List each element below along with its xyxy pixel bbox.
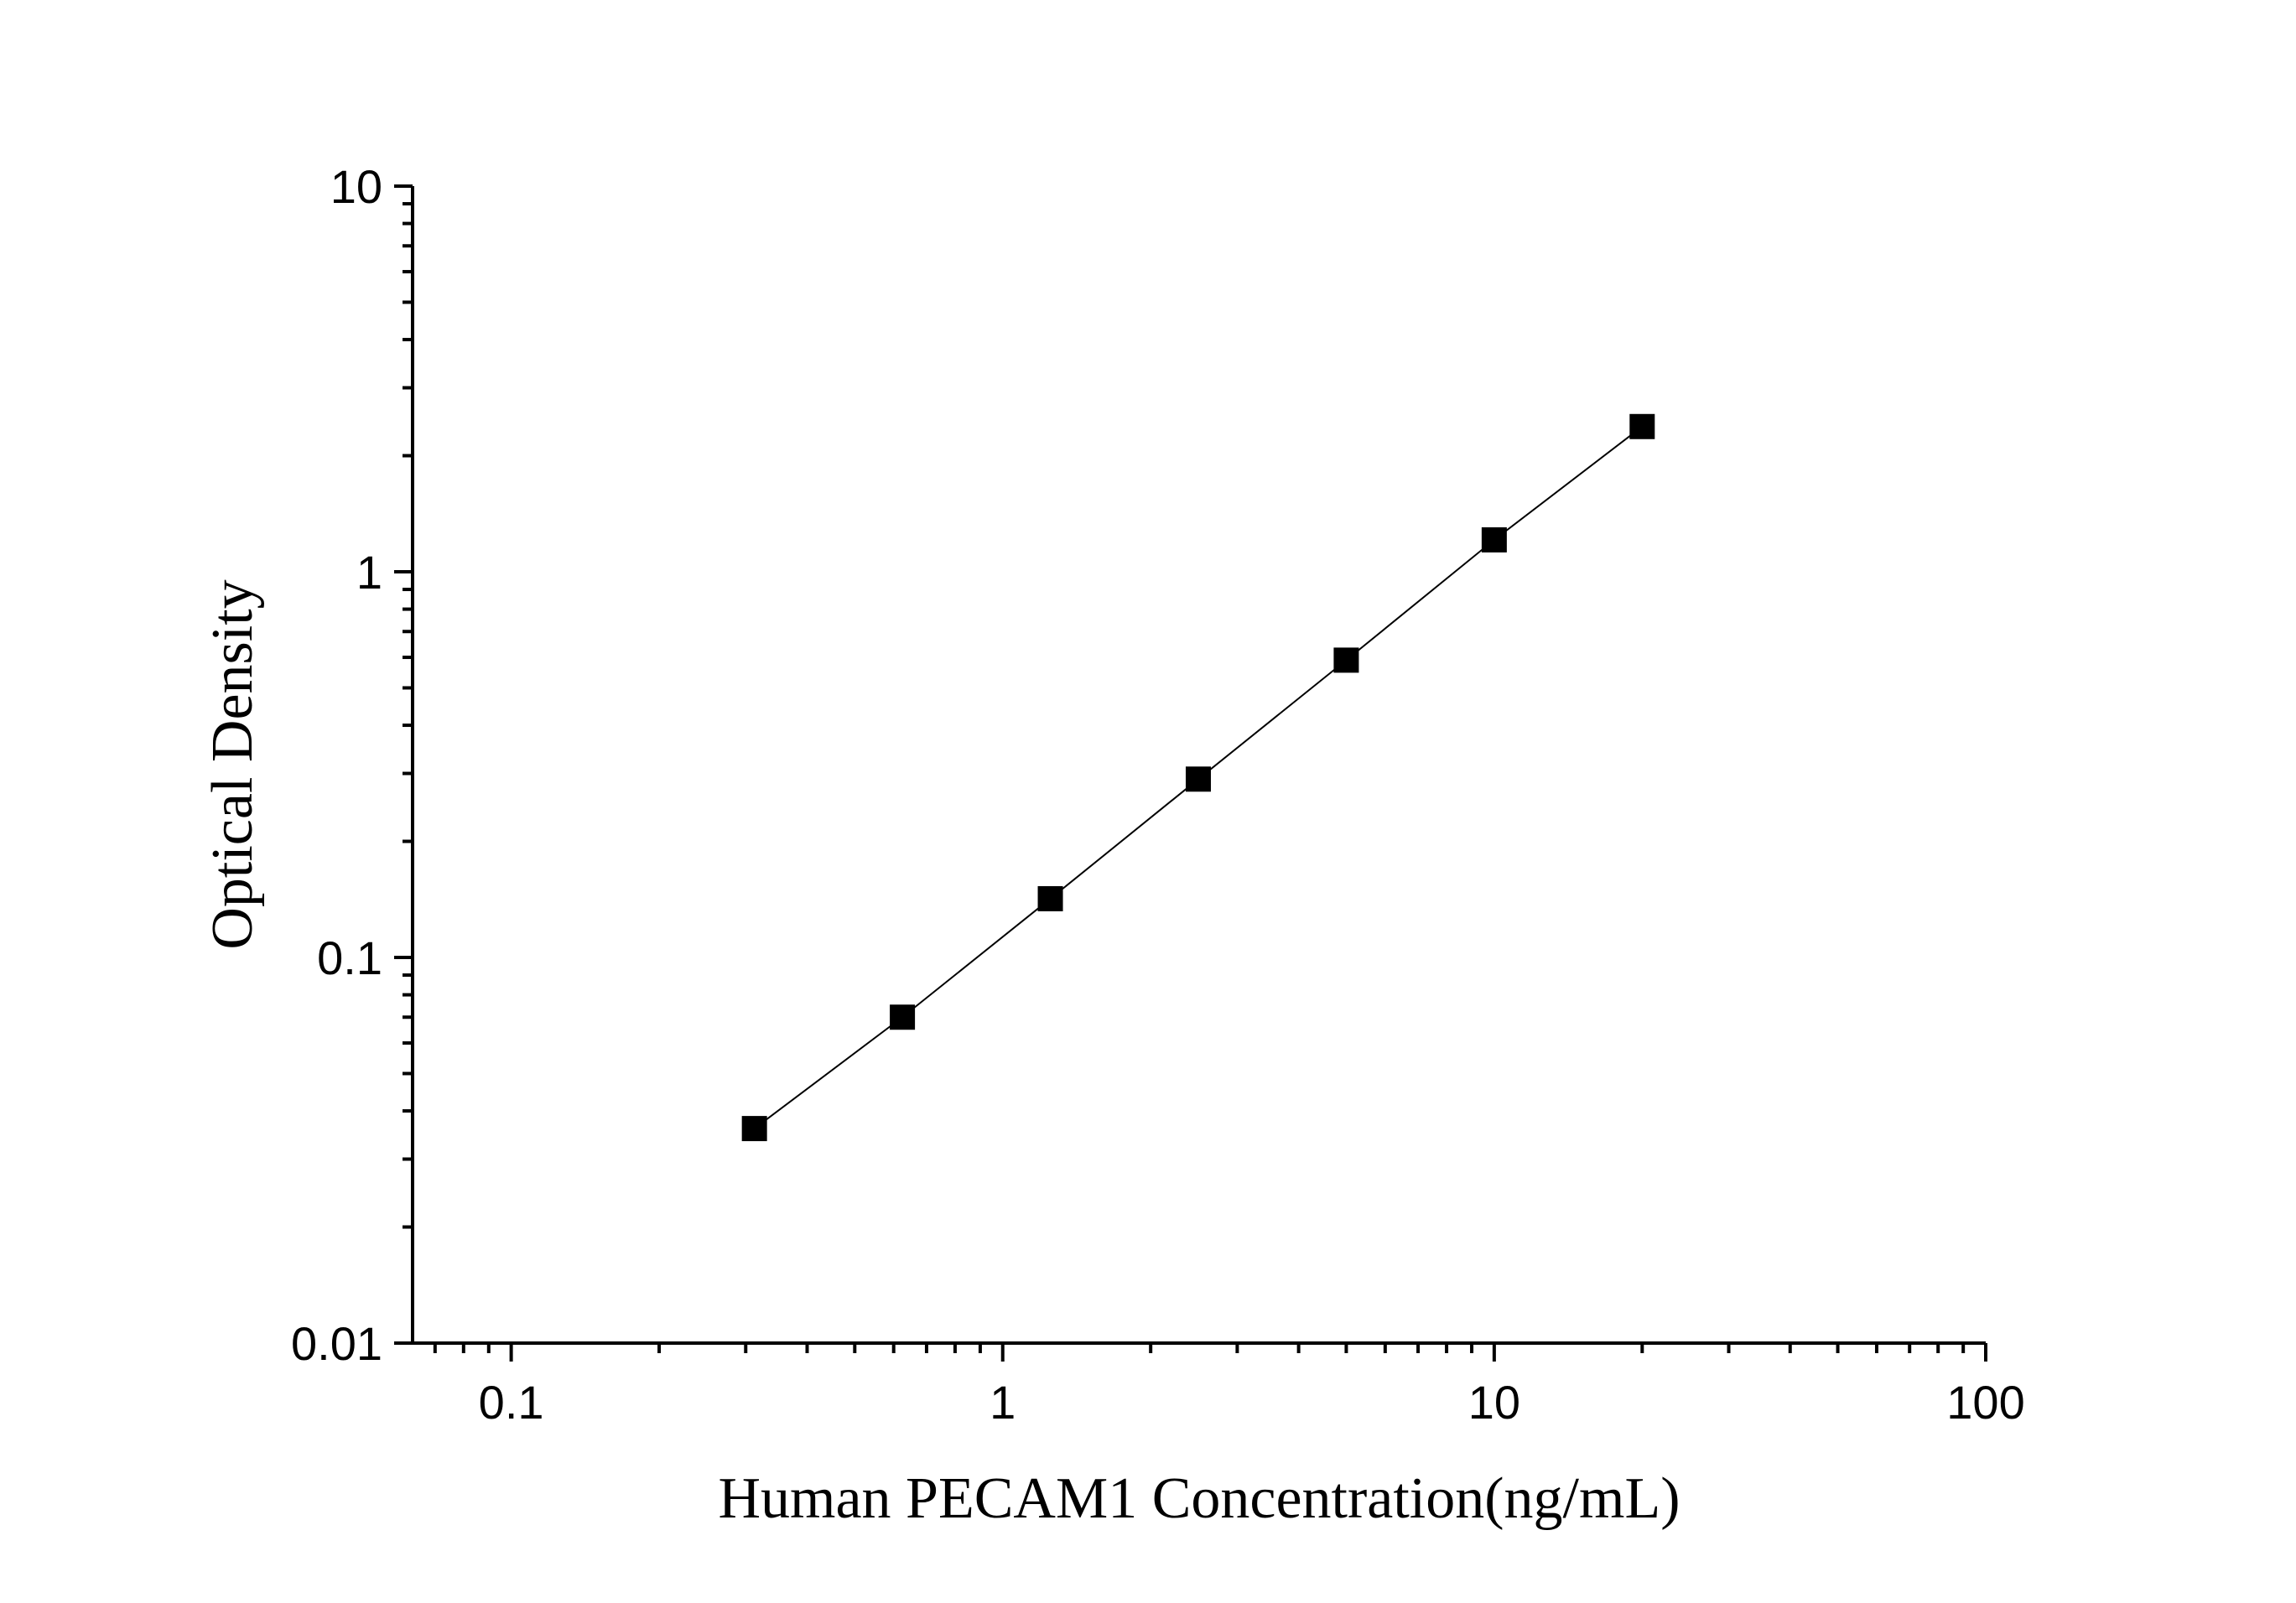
data-point-marker — [1185, 766, 1211, 792]
x-tick-label: 1 — [990, 1376, 1016, 1429]
y-tick-label: 1 — [356, 546, 382, 599]
y-tick-label: 0.1 — [317, 931, 382, 984]
y-axis-title: Optical Density — [200, 579, 265, 949]
x-tick-label: 0.1 — [479, 1376, 544, 1429]
data-point-marker — [1037, 885, 1063, 911]
data-point-marker — [1481, 527, 1507, 552]
x-axis-title: Human PECAM1 Concentration(ng/mL) — [718, 1466, 1680, 1531]
axes — [411, 186, 1986, 1345]
data-point-marker — [1333, 647, 1359, 673]
series-layer — [741, 413, 1655, 1142]
data-point-marker — [1629, 413, 1655, 439]
x-tick-label: 10 — [1468, 1376, 1520, 1429]
y-tick-label: 10 — [330, 160, 382, 213]
y-ticks: 0.01 0.1 1 10 — [291, 160, 413, 1370]
x-tick-label: 100 — [1946, 1376, 2024, 1429]
data-point-marker — [890, 1004, 916, 1030]
data-point-marker — [741, 1116, 767, 1142]
x-ticks: 0.1 1 10 100 — [433, 1343, 2025, 1429]
y-tick-label: 0.01 — [291, 1317, 382, 1370]
